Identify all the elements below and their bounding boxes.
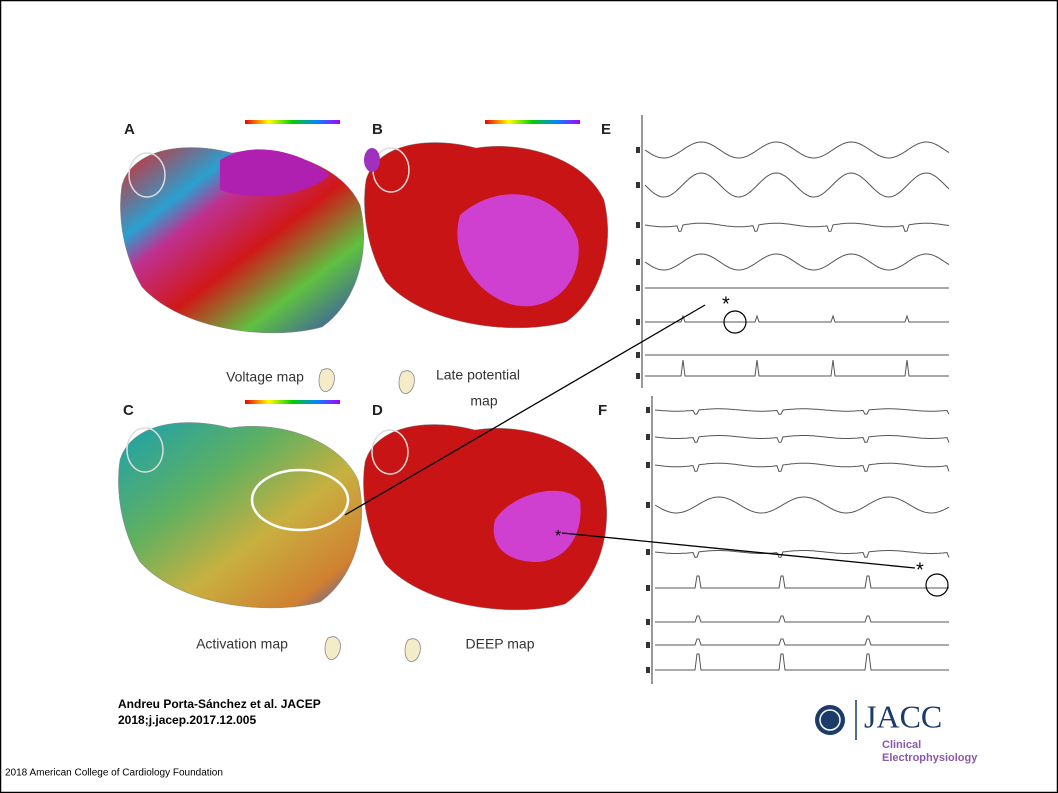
lead-marker bbox=[646, 462, 650, 468]
panel-caption: DEEP map bbox=[466, 636, 535, 652]
panel-letter: A bbox=[124, 121, 135, 138]
panel-letter: D bbox=[372, 402, 383, 419]
logo-name: JACC bbox=[864, 698, 942, 734]
lead-marker bbox=[636, 259, 640, 265]
lead-marker bbox=[636, 373, 640, 379]
panel-letter: E bbox=[601, 121, 611, 138]
lead-marker bbox=[646, 434, 650, 440]
lead-marker bbox=[636, 352, 640, 358]
panel-letter: C bbox=[123, 402, 134, 419]
lead-marker bbox=[646, 619, 650, 625]
lead-marker bbox=[636, 319, 640, 325]
lead-marker bbox=[646, 502, 650, 508]
logo-subtitle: Electrophysiology bbox=[882, 752, 978, 764]
panel-caption: Late potential bbox=[436, 367, 520, 383]
color-bar bbox=[245, 400, 340, 404]
lead-marker bbox=[646, 667, 650, 673]
asterisk: * bbox=[916, 559, 924, 581]
panel-caption: Activation map bbox=[196, 636, 288, 652]
footer: 2018 American College of Cardiology Foun… bbox=[5, 768, 223, 779]
logo-subtitle: Clinical bbox=[882, 739, 921, 751]
citation: Andreu Porta-Sánchez et al. JACEP bbox=[118, 697, 321, 711]
lead-marker bbox=[646, 642, 650, 648]
panel-letter: B bbox=[372, 121, 383, 138]
citation: 2018;j.jacep.2017.12.005 bbox=[118, 713, 256, 727]
color-bar bbox=[245, 120, 340, 124]
lead-marker bbox=[646, 549, 650, 555]
lead-marker bbox=[646, 407, 650, 413]
lead-marker bbox=[636, 222, 640, 228]
region bbox=[364, 148, 380, 172]
panel-caption: map bbox=[470, 393, 497, 409]
asterisk: * bbox=[555, 528, 561, 545]
color-bar bbox=[485, 120, 580, 124]
ecg-panel-f bbox=[598, 393, 950, 685]
lead-marker bbox=[636, 182, 640, 188]
lead-marker bbox=[636, 285, 640, 291]
asterisk: * bbox=[722, 293, 730, 315]
panel-caption: Voltage map bbox=[226, 369, 304, 385]
panel-letter: F bbox=[598, 402, 607, 419]
page: {"figure": { "panels": [ {"letter": "A",… bbox=[0, 0, 1058, 793]
lead-marker bbox=[636, 147, 640, 153]
slide: A B C D E F Voltage map Late potential m… bbox=[0, 0, 1058, 793]
lead-marker bbox=[646, 585, 650, 591]
